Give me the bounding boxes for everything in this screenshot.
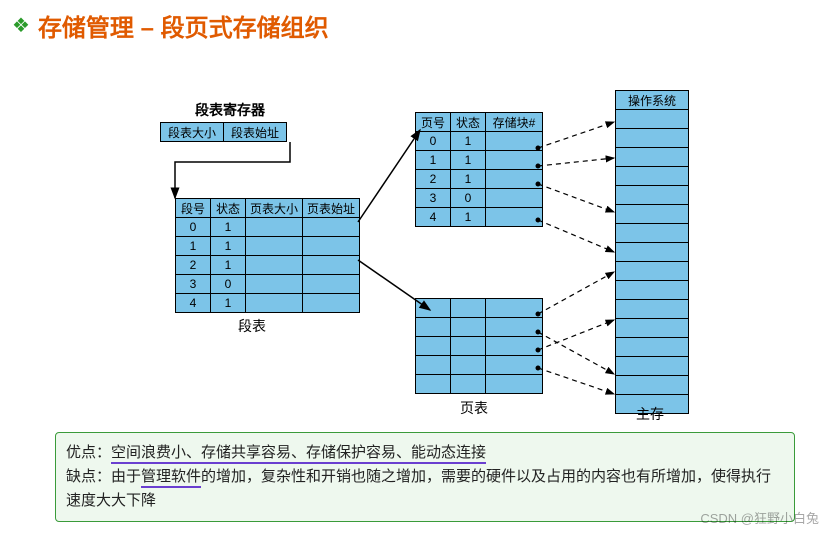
dis-t1: 由于 (111, 468, 141, 485)
dis-label: 缺点： (66, 468, 111, 485)
adv-text: 空间浪费小、存储共享容易、存储保护容易、能动态连接 (111, 444, 486, 464)
summary-box: 优点：空间浪费小、存储共享容易、存储保护容易、能动态连接 缺点：由于管理软件的增… (55, 432, 795, 522)
watermark: CSDN @狂野小白兔 (700, 508, 819, 527)
dis-ul: 管理软件 (141, 468, 201, 488)
adv-label: 优点： (66, 444, 111, 461)
disadvantages-line: 缺点：由于管理软件的增加，复杂性和开销也随之增加，需要的硬件以及占用的内容也有所… (66, 465, 784, 513)
advantages-line: 优点：空间浪费小、存储共享容易、存储保护容易、能动态连接 (66, 441, 784, 465)
arrows-layer (0, 0, 829, 430)
